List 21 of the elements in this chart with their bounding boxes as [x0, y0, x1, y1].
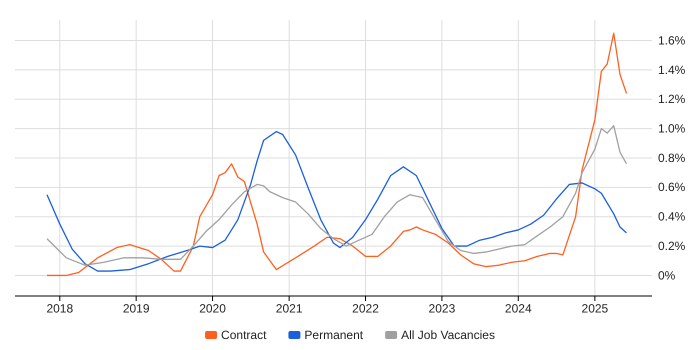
y-tick-label: 1.2%	[658, 92, 686, 106]
x-tick-label: 2023	[428, 302, 456, 316]
x-tick-label: 2021	[276, 302, 303, 316]
x-tick-label: 2019	[122, 302, 150, 316]
y-tick-label: 0.4%	[658, 210, 686, 224]
line-series	[46, 32, 628, 276]
y-tick-label: 0.6%	[658, 180, 686, 194]
legend-label: All Job Vacancies	[401, 328, 495, 342]
x-tick-label: 2024	[504, 302, 532, 316]
y-tick-label: 1.0%	[658, 121, 686, 136]
y-tick-label: 0%	[658, 268, 676, 282]
x-tick-label: 2022	[352, 302, 380, 316]
y-tick-label: 1.6%	[658, 33, 686, 48]
y-tick-label: 1.4%	[658, 62, 686, 77]
y-tick-label: 0.2%	[658, 238, 686, 253]
y-tick-label: 0.8%	[658, 150, 686, 165]
legend-label: Permanent	[304, 328, 364, 342]
legend-label: Contract	[221, 328, 268, 342]
x-tick-label: 2025	[582, 302, 609, 316]
x-tick-label: 2020	[199, 302, 226, 316]
x-tick-label: 2018	[46, 302, 74, 316]
